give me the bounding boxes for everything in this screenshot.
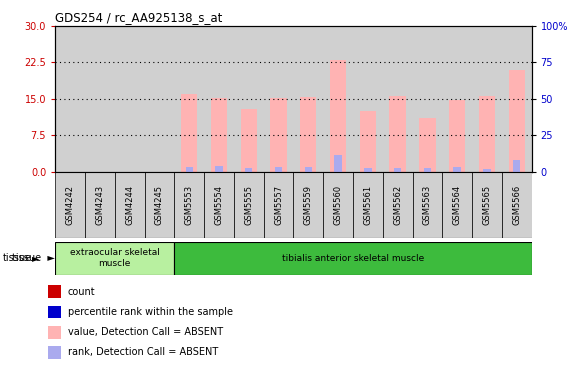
- Bar: [264, 172, 293, 238]
- Text: count: count: [68, 287, 96, 297]
- Bar: [55, 172, 85, 238]
- Text: GSM5557: GSM5557: [274, 185, 283, 225]
- Bar: [419, 118, 436, 172]
- Text: ►: ►: [32, 253, 40, 263]
- Bar: [479, 96, 495, 172]
- Bar: [508, 70, 525, 172]
- Bar: [323, 26, 353, 172]
- Bar: [48, 285, 60, 298]
- Bar: [85, 26, 115, 172]
- Bar: [323, 172, 353, 238]
- Bar: [185, 167, 193, 172]
- Bar: [115, 172, 145, 238]
- Bar: [364, 168, 371, 172]
- Bar: [85, 172, 115, 238]
- Text: GSM5564: GSM5564: [453, 185, 462, 225]
- Bar: [472, 26, 502, 172]
- Bar: [48, 346, 60, 359]
- Bar: [502, 172, 532, 238]
- Bar: [174, 26, 204, 172]
- Text: GSM4244: GSM4244: [125, 185, 134, 225]
- Bar: [335, 155, 342, 172]
- Bar: [353, 172, 383, 238]
- Bar: [394, 168, 401, 172]
- Bar: [442, 26, 472, 172]
- Bar: [204, 26, 234, 172]
- Bar: [383, 172, 413, 238]
- Bar: [424, 168, 431, 172]
- Bar: [472, 172, 502, 238]
- Bar: [483, 169, 490, 172]
- Bar: [270, 98, 286, 172]
- Bar: [241, 109, 257, 172]
- Text: GDS254 / rc_AA925138_s_at: GDS254 / rc_AA925138_s_at: [55, 11, 223, 25]
- Bar: [293, 172, 323, 238]
- Bar: [216, 166, 223, 172]
- Bar: [264, 26, 293, 172]
- Bar: [174, 242, 532, 274]
- Text: GSM5554: GSM5554: [214, 185, 224, 225]
- Bar: [204, 172, 234, 238]
- Bar: [413, 172, 442, 238]
- Text: GSM4242: GSM4242: [66, 185, 74, 225]
- Bar: [442, 172, 472, 238]
- Bar: [360, 111, 376, 172]
- Bar: [48, 326, 60, 339]
- Text: GSM5563: GSM5563: [423, 185, 432, 225]
- Bar: [245, 168, 252, 172]
- Text: extraocular skeletal
muscle: extraocular skeletal muscle: [70, 248, 160, 268]
- Bar: [55, 26, 85, 172]
- Bar: [115, 26, 145, 172]
- Bar: [48, 306, 60, 318]
- Bar: [300, 97, 317, 172]
- Bar: [413, 26, 442, 172]
- Text: percentile rank within the sample: percentile rank within the sample: [68, 307, 233, 317]
- Bar: [145, 172, 174, 238]
- Text: GSM5561: GSM5561: [363, 185, 372, 225]
- Bar: [389, 96, 406, 172]
- Bar: [330, 60, 346, 172]
- Bar: [55, 242, 174, 274]
- Text: tissue: tissue: [3, 253, 32, 263]
- Bar: [211, 98, 227, 172]
- Bar: [181, 94, 198, 172]
- Bar: [383, 26, 413, 172]
- Text: GSM5566: GSM5566: [512, 185, 521, 225]
- Text: GSM5560: GSM5560: [333, 185, 343, 225]
- Bar: [454, 167, 461, 172]
- Bar: [449, 100, 465, 172]
- Bar: [513, 160, 521, 172]
- Text: GSM5559: GSM5559: [304, 185, 313, 225]
- Bar: [353, 26, 383, 172]
- Bar: [145, 26, 174, 172]
- Text: GSM5553: GSM5553: [185, 185, 193, 225]
- Text: GSM5565: GSM5565: [482, 185, 492, 225]
- Text: tibialis anterior skeletal muscle: tibialis anterior skeletal muscle: [282, 254, 424, 262]
- Bar: [174, 172, 204, 238]
- Bar: [275, 167, 282, 172]
- Text: tissue  ►: tissue ►: [12, 253, 55, 263]
- Bar: [234, 172, 264, 238]
- Bar: [304, 167, 312, 172]
- Bar: [234, 26, 264, 172]
- Text: rank, Detection Call = ABSENT: rank, Detection Call = ABSENT: [68, 347, 218, 357]
- Text: value, Detection Call = ABSENT: value, Detection Call = ABSENT: [68, 327, 223, 337]
- Bar: [502, 26, 532, 172]
- Text: GSM4245: GSM4245: [155, 185, 164, 225]
- Text: GSM4243: GSM4243: [95, 185, 105, 225]
- Bar: [293, 26, 323, 172]
- Text: GSM5555: GSM5555: [244, 185, 253, 225]
- Text: GSM5562: GSM5562: [393, 185, 402, 225]
